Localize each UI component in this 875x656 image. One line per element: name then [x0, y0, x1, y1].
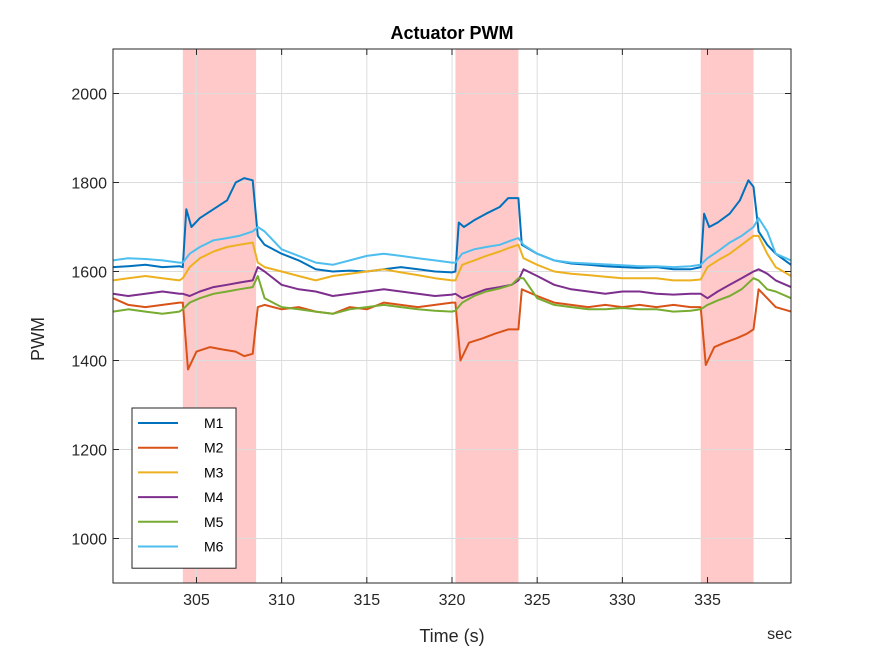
- highlight-bands: [182, 49, 754, 583]
- y-axis-label: PWM: [28, 317, 48, 361]
- legend-box: [131, 407, 237, 569]
- y-tick-label: 1400: [71, 354, 107, 371]
- x-tick-label: 320: [439, 592, 466, 609]
- x-tick-label: 330: [609, 592, 636, 609]
- chart-title: Actuator PWM: [391, 23, 514, 43]
- legend-label-m2: M2: [204, 440, 224, 456]
- axis-ticks: 305 310 315 320 325 330 335 1000 1200 1400 1600 180…: [71, 49, 791, 609]
- series-line-m6: [112, 217, 792, 269]
- x-tick-label: 305: [183, 592, 210, 609]
- legend-label-m5: M5: [204, 514, 224, 530]
- series-line-m4: [112, 266, 792, 300]
- y-tick-label: 1200: [71, 443, 107, 460]
- legend-label-m3: M3: [204, 464, 224, 480]
- legend-label-m1: M1: [204, 415, 224, 431]
- legend-label-m6: M6: [204, 539, 224, 555]
- series-line-m1: [112, 177, 792, 274]
- y-tick-label: 1600: [71, 265, 107, 282]
- x-tick-label: 325: [524, 592, 551, 609]
- y-tick-label: 1000: [71, 532, 107, 549]
- series-line-m3: [112, 234, 792, 282]
- highlight-band-3: [700, 49, 754, 583]
- series-lines: [112, 177, 792, 371]
- series-line-m2: [112, 288, 792, 371]
- x-tick-label: 315: [353, 592, 380, 609]
- highlight-band-2: [455, 49, 519, 583]
- series-line-m5: [112, 275, 792, 315]
- y-tick-label: 1800: [71, 176, 107, 193]
- x-axis-label: Time (s): [419, 626, 484, 646]
- legend: M1 M2 M3 M4 M5 M6: [131, 407, 237, 569]
- y-tick-label: 2000: [71, 87, 107, 104]
- x-tick-label: 310: [268, 592, 295, 609]
- x-axis-unit-label: sec: [767, 626, 792, 643]
- x-tick-label: 335: [694, 592, 721, 609]
- legend-label-m4: M4: [204, 489, 224, 505]
